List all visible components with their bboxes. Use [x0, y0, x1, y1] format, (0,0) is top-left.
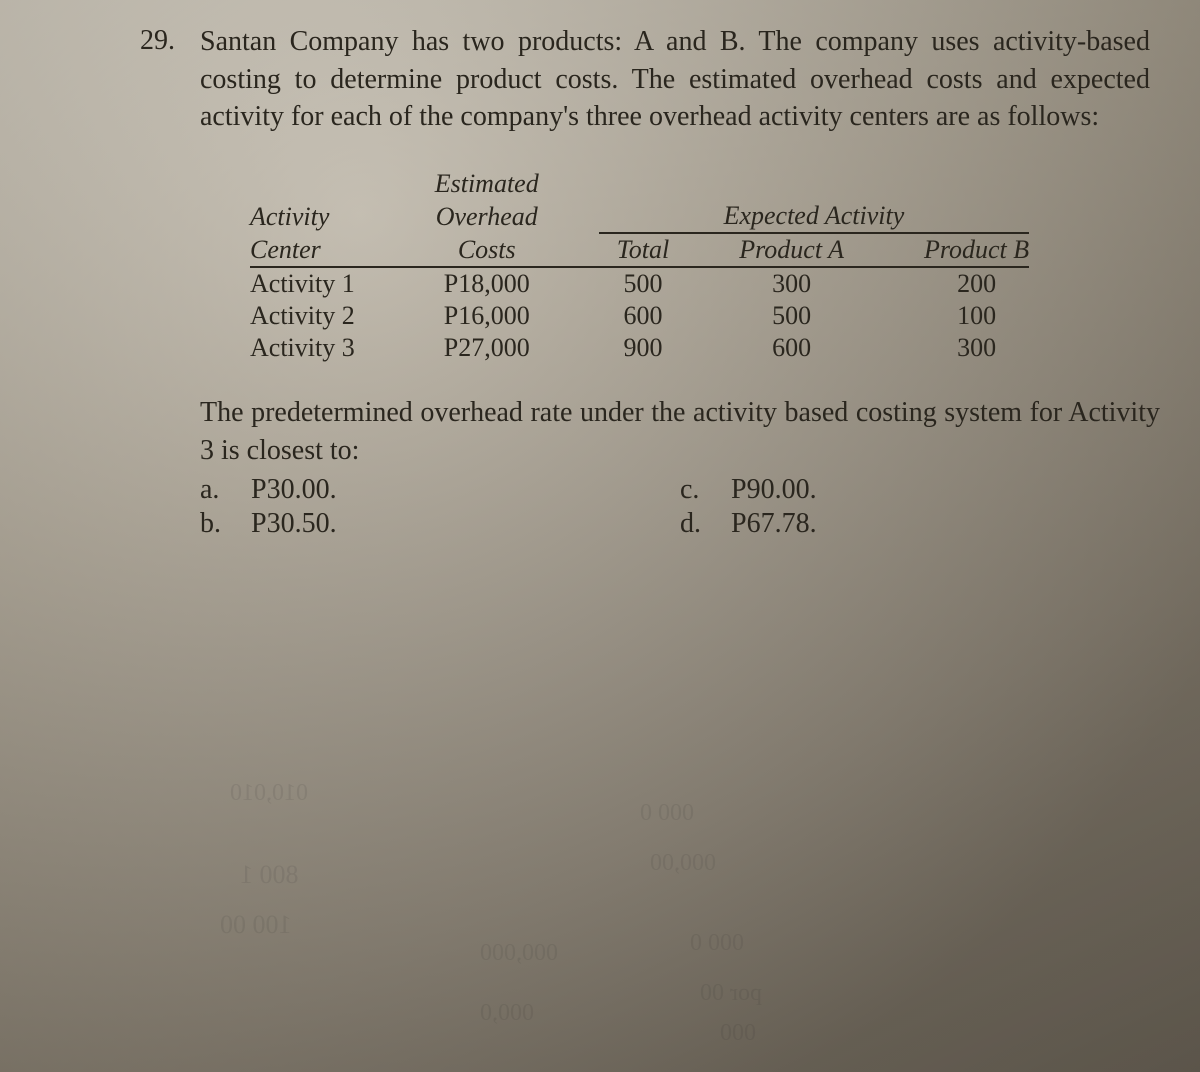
hdr-overhead-l3: Costs [395, 233, 599, 267]
choice-b: b. P30.50. [200, 508, 520, 540]
cell-total: 500 [599, 267, 700, 300]
choice-d: d. P67.78. [680, 508, 1000, 540]
ghost-text: 010,010 [230, 780, 308, 807]
page-background: 29. Santan Company has two products: A a… [0, 0, 1200, 1072]
cell-b: 300 [884, 332, 1029, 364]
table-header-row: Activity Overhead Expected Activity [250, 200, 1029, 233]
hdr-total: Total [599, 233, 700, 267]
cell-center: Activity 3 [250, 332, 395, 364]
choice-letter: b. [200, 508, 244, 540]
hdr-expected-activity: Expected Activity [599, 200, 1029, 233]
ghost-text: 800 1 [240, 860, 299, 890]
choice-letter: c. [680, 474, 724, 506]
ghost-text: 100 00 [220, 910, 292, 940]
choice-letter: d. [680, 508, 724, 540]
hdr-blank [250, 168, 395, 200]
hdr-activity-l2: Center [250, 233, 395, 267]
cell-costs: P16,000 [395, 300, 599, 332]
ghost-text: 000 0 [690, 930, 744, 957]
cell-b: 100 [884, 300, 1029, 332]
choice-text: P30.00. [251, 474, 337, 505]
question-number: 29. [140, 22, 200, 60]
choice-text: P30.50. [251, 508, 337, 539]
ghost-text: por 00 [700, 980, 762, 1007]
table-row: Activity 2 P16,000 600 500 100 [250, 300, 1029, 332]
ghost-text: 000 0 [640, 800, 694, 827]
table-row: Activity 1 P18,000 500 300 200 [250, 267, 1029, 300]
ghost-text: 000,000 [480, 940, 558, 967]
subquestion-text: The predetermined overhead rate under th… [200, 394, 1160, 470]
cell-a: 600 [699, 332, 884, 364]
cell-costs: P18,000 [395, 267, 599, 300]
choice-c: c. P90.00. [680, 474, 1000, 506]
hdr-activity-l1: Activity [250, 200, 395, 233]
cell-a: 300 [699, 267, 884, 300]
table-header-row: Center Costs Total Product A Product B [250, 233, 1029, 267]
hdr-overhead-l2: Overhead [395, 200, 599, 233]
cell-total: 600 [599, 300, 700, 332]
choice-text: P67.78. [731, 508, 817, 539]
cell-center: Activity 1 [250, 267, 395, 300]
ghost-text: 000,0 [480, 1000, 534, 1027]
choice-text: P90.00. [731, 474, 817, 505]
question-block: 29. Santan Company has two products: A a… [140, 22, 1150, 540]
ghost-text: 000,00 [650, 850, 716, 877]
answer-choices: a. P30.00. c. P90.00. b. P30.50. d. P67.… [200, 474, 1150, 540]
activity-table: Estimated Activity Overhead Expected Act… [250, 168, 1150, 364]
cell-costs: P27,000 [395, 332, 599, 364]
hdr-overhead-l1: Estimated [395, 168, 599, 200]
data-table: Estimated Activity Overhead Expected Act… [250, 168, 1029, 364]
question-prompt: 29. Santan Company has two products: A a… [140, 22, 1150, 136]
hdr-product-b: Product B [884, 233, 1029, 267]
table-row: Activity 3 P27,000 900 600 300 [250, 332, 1029, 364]
choice-a: a. P30.00. [200, 474, 520, 506]
cell-b: 200 [884, 267, 1029, 300]
cell-total: 900 [599, 332, 700, 364]
table-header-row: Estimated [250, 168, 1029, 200]
ghost-text: 000 [720, 1020, 756, 1047]
question-text: Santan Company has two products: A and B… [200, 23, 1150, 136]
cell-a: 500 [699, 300, 884, 332]
choice-letter: a. [200, 474, 244, 506]
cell-center: Activity 2 [250, 300, 395, 332]
hdr-product-a: Product A [699, 233, 884, 267]
